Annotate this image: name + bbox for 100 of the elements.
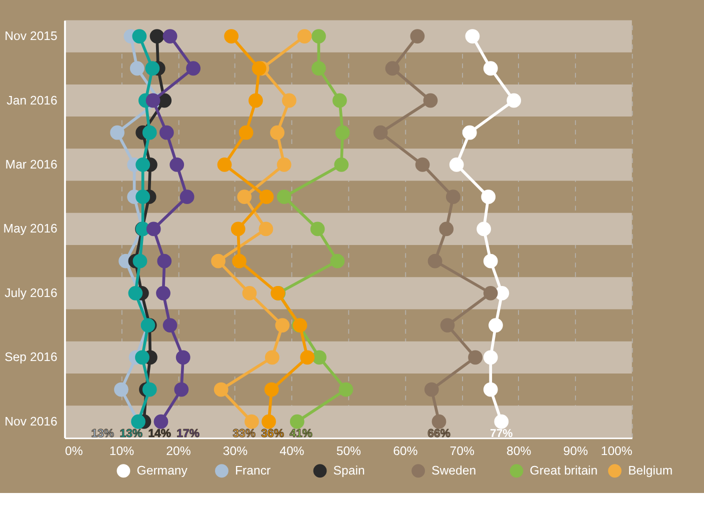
x-tick-label: 90% <box>563 444 588 458</box>
point <box>262 414 276 429</box>
data-label: 13% <box>120 428 143 440</box>
point <box>465 29 480 44</box>
data-label: 33% <box>232 428 256 440</box>
point <box>481 190 496 204</box>
data-label: 36% <box>261 428 284 440</box>
point <box>136 190 150 204</box>
point <box>385 61 400 76</box>
point <box>462 125 477 140</box>
point <box>335 125 350 140</box>
point <box>483 254 498 268</box>
point <box>142 125 157 140</box>
point <box>373 125 388 140</box>
point <box>334 158 349 172</box>
point <box>439 222 454 236</box>
point <box>156 286 170 300</box>
point <box>150 29 164 44</box>
point <box>488 318 503 332</box>
point <box>110 125 124 140</box>
point <box>242 286 257 300</box>
x-tick-label: 30% <box>222 444 248 458</box>
point <box>483 350 498 365</box>
y-tick-label: Nov 2015 <box>4 29 58 44</box>
legend-label: Germany <box>136 464 188 478</box>
data-label: 13% <box>91 428 114 440</box>
point <box>276 158 292 172</box>
x-tick-label: 80% <box>506 444 532 458</box>
point <box>264 350 280 365</box>
point <box>483 61 498 76</box>
point <box>157 254 172 268</box>
point <box>132 254 148 268</box>
x-tick-label: 0% <box>64 444 83 458</box>
point <box>276 190 292 204</box>
point <box>428 254 442 268</box>
point <box>424 382 439 397</box>
point <box>232 254 246 268</box>
point <box>230 222 246 236</box>
point <box>248 93 263 108</box>
point <box>449 158 464 172</box>
point <box>468 350 482 365</box>
point <box>332 93 347 108</box>
point <box>290 414 304 429</box>
x-tick-label: 40% <box>280 444 304 458</box>
point <box>312 350 326 365</box>
point <box>135 350 150 365</box>
point <box>162 29 178 44</box>
point <box>446 190 460 204</box>
data-label: 41% <box>290 428 312 440</box>
point <box>483 286 498 300</box>
point <box>432 414 446 429</box>
y-tick-label: May 2016 <box>3 222 58 236</box>
point <box>214 382 228 397</box>
point <box>132 29 147 44</box>
point <box>176 350 190 365</box>
x-tick-label: 50% <box>336 444 362 458</box>
legend-label: Great britain <box>530 464 598 478</box>
point <box>410 29 425 44</box>
data-label: 17% <box>176 428 200 440</box>
y-tick-label: Mar 2016 <box>5 158 58 172</box>
legend-label: Francr <box>235 464 271 478</box>
point <box>174 382 189 397</box>
point <box>264 382 279 397</box>
point <box>483 382 498 397</box>
point <box>282 93 296 108</box>
point <box>237 190 252 204</box>
legend-label: Sweden <box>432 464 476 478</box>
point <box>142 382 157 397</box>
x-tick-label: 20% <box>166 444 191 458</box>
x-tick-label: 100% <box>600 444 632 458</box>
data-label: 77% <box>490 428 513 440</box>
point <box>259 190 274 204</box>
point <box>170 158 184 172</box>
x-tick-label: 70% <box>450 444 475 458</box>
legend-label: Spain <box>333 464 365 478</box>
point <box>506 93 522 108</box>
y-tick-label: Nov 2016 <box>4 414 58 428</box>
point <box>440 318 455 332</box>
point <box>146 93 160 108</box>
point <box>186 61 201 76</box>
point <box>211 254 226 268</box>
point <box>275 318 290 332</box>
point <box>162 318 178 332</box>
x-tick-label: 60% <box>393 444 418 458</box>
x-tick-label: 10% <box>109 444 134 458</box>
legend-label: Belgium <box>628 464 673 478</box>
point <box>128 286 143 300</box>
point <box>310 222 325 236</box>
point <box>244 414 259 429</box>
point <box>145 61 160 76</box>
point <box>136 158 150 172</box>
y-tick-label: July 2016 <box>4 286 58 300</box>
point <box>423 93 438 108</box>
point <box>297 29 312 44</box>
point <box>238 125 254 140</box>
y-tick-label: Jan 2016 <box>6 93 58 108</box>
point <box>159 125 174 140</box>
point <box>114 382 128 397</box>
point <box>415 158 430 172</box>
point <box>476 222 491 236</box>
